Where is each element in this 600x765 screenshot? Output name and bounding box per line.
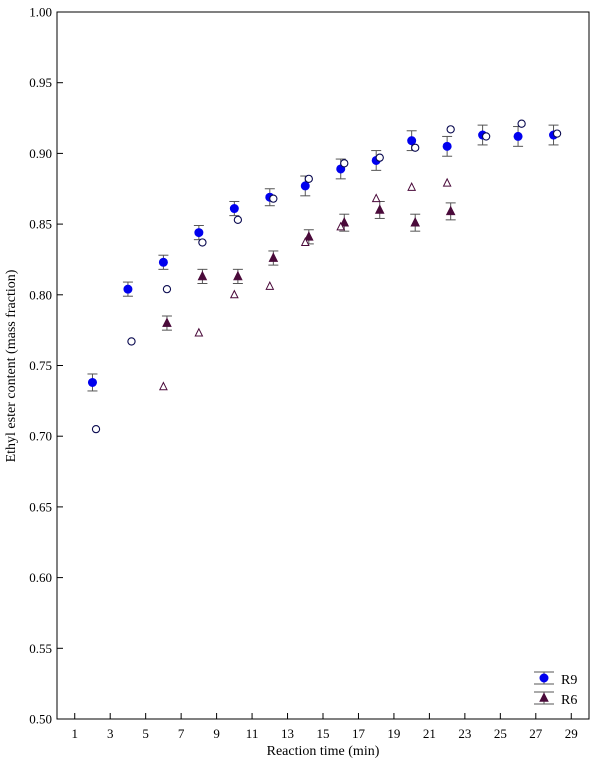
data-point [339,217,350,227]
data-point [481,132,491,141]
x-tick-label: 9 [213,726,220,741]
series-model-3 [158,177,452,391]
y-tick-label: 0.55 [29,641,52,656]
data-point [513,131,523,141]
y-tick-label: 0.90 [29,146,52,161]
y-axis-title: Ethyl ester content (mass fraction) [4,269,19,462]
x-tick-label: 27 [529,726,543,741]
data-point [446,125,455,134]
data-point [158,381,168,391]
y-tick-label: 0.95 [29,75,52,90]
x-tick-label: 21 [423,726,436,741]
x-tick-label: 11 [246,726,259,741]
data-point [268,252,279,262]
x-tick-label: 5 [142,726,149,741]
data-point [407,182,417,191]
x-tick-label: 29 [565,726,578,741]
y-tick-label: 0.65 [29,499,52,514]
series-model-1 [91,119,562,434]
x-tick-label: 1 [71,726,78,741]
y-tick-label: 0.50 [29,712,52,727]
data-point [445,205,456,216]
data-point [123,284,133,294]
data-point [300,237,310,246]
y-tick-label: 0.75 [29,358,52,373]
x-tick-label: 13 [281,726,294,741]
data-point [410,217,421,227]
data-point [374,204,385,214]
data-point [162,317,172,327]
x-axis: 1 3 5 7 9 11 13 15 17 19 21 23 25 27 29 [71,713,578,741]
y-tick-label: 0.60 [29,570,52,585]
x-tick-label: 23 [458,726,471,741]
data-point [407,136,417,146]
data-point [517,119,526,128]
data-point [197,270,208,281]
data-point [194,228,204,238]
x-axis-title: Reaction time (min) [267,744,380,759]
y-tick-label: 0.70 [29,429,52,444]
legend-marker-r6 [539,692,549,702]
legend-label-r9: R9 [561,673,577,688]
plot-frame [56,11,590,720]
y-tick-label: 1.00 [29,5,52,20]
data-point [371,193,381,203]
data-point [304,174,313,184]
data-point [442,141,452,151]
series-r9 [87,124,559,392]
data-point [269,194,278,203]
x-tick-label: 25 [494,726,507,741]
x-tick-label: 19 [387,726,400,741]
series-r6 [161,200,456,331]
data-point [233,270,243,281]
data-point [127,337,136,346]
data-point [162,284,172,294]
data-point [194,327,204,337]
data-point [158,257,168,267]
data-point [552,129,562,138]
y-axis: 0.50 0.55 0.60 0.65 0.70 0.75 0.80 0.85 0.90 0.95… [29,5,63,727]
data-marks [87,119,562,434]
legend: R9 R6 [534,671,577,708]
data-point [91,424,101,434]
data-point [265,280,275,290]
data-point [229,204,239,214]
data-point [442,177,452,187]
data-point [229,289,239,299]
data-point [411,143,420,152]
data-point [87,377,97,387]
x-tick-label: 3 [107,726,114,741]
legend-marker-r9 [539,673,549,683]
y-tick-label: 0.80 [29,287,52,302]
data-point [340,159,349,168]
data-point [336,221,346,231]
y-tick-label: 0.85 [29,217,52,232]
data-point [300,181,310,191]
legend-label-r6: R6 [561,693,577,708]
data-point [198,238,207,247]
x-tick-label: 17 [352,726,366,741]
x-tick-label: 7 [178,726,185,741]
x-tick-label: 15 [317,726,330,741]
data-point [233,215,243,225]
data-point [375,153,384,162]
data-point [304,231,314,241]
